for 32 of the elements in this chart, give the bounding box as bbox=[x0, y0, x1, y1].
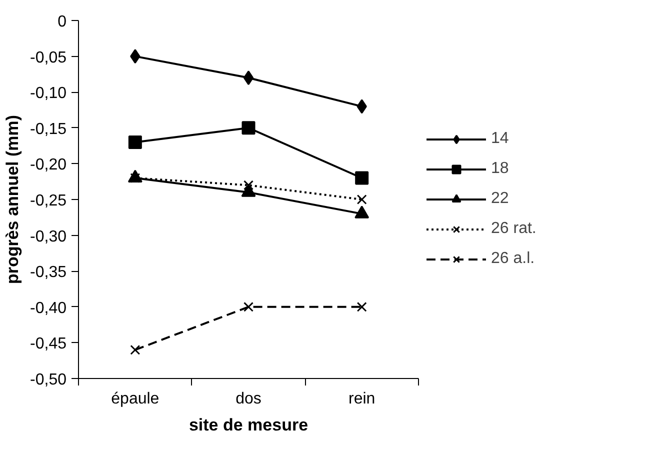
y-tick-label: -0,30 bbox=[30, 228, 67, 246]
x-tick-label: rein bbox=[348, 390, 376, 408]
legend-label: 26 a.l. bbox=[491, 250, 535, 268]
y-tick-label: 0 bbox=[58, 14, 67, 30]
point bbox=[355, 171, 369, 185]
x-tick-label: épaule bbox=[111, 390, 160, 408]
y-tick-label: -0,35 bbox=[30, 264, 67, 282]
point bbox=[243, 70, 254, 86]
y-tick-label: -0,05 bbox=[30, 49, 67, 66]
y-tick-label: -0,20 bbox=[30, 156, 67, 174]
point bbox=[244, 180, 254, 190]
y-tick-label: -0,10 bbox=[30, 85, 67, 102]
point bbox=[244, 302, 254, 312]
legend-label: 14 bbox=[491, 130, 510, 148]
legend-label: 26 rat. bbox=[491, 220, 536, 238]
y-tick-label: -0,50 bbox=[30, 372, 67, 388]
point bbox=[128, 135, 142, 149]
y-tick-label: -0,15 bbox=[30, 120, 67, 138]
point bbox=[356, 302, 367, 312]
x-axis-title: site de mesure bbox=[188, 416, 308, 434]
point bbox=[130, 344, 140, 355]
point bbox=[356, 194, 367, 204]
y-tick-label: -0,25 bbox=[30, 192, 67, 210]
point bbox=[242, 121, 256, 135]
legend-label: 22 bbox=[491, 190, 510, 208]
point bbox=[130, 49, 140, 64]
y-tick-label: -0,40 bbox=[30, 300, 67, 317]
y-tick-label: -0,45 bbox=[30, 336, 67, 353]
x-tick-label: dos bbox=[236, 390, 262, 408]
point bbox=[356, 99, 367, 114]
y-axis-title: progrès annuel (mm) bbox=[3, 114, 22, 284]
legend-label: 18 bbox=[491, 160, 510, 178]
